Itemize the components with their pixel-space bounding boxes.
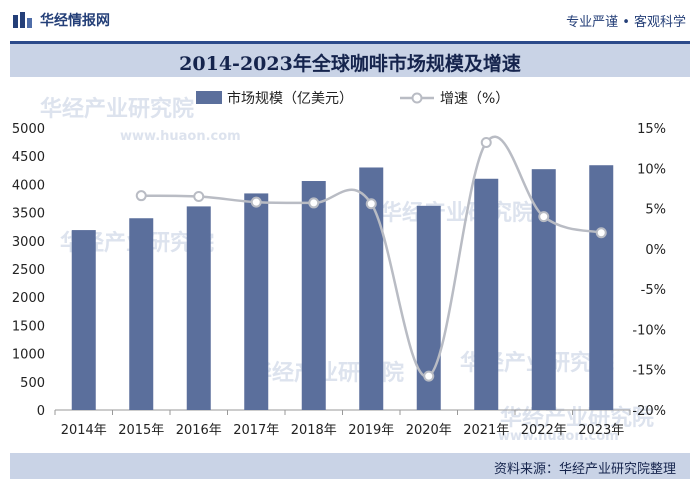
x-tick-label: 2014年 [61,423,107,438]
axes: 0 500 1000 1500 2000 2500 3000 3500 4000 4500 5000… [12,122,666,438]
y-left-tick-label: 500 [20,376,45,391]
footer-bar: 资料来源：华经产业研究院整理 [10,453,690,479]
line-series [135,135,607,382]
bar [589,165,614,410]
y-left-tick-label: 4500 [12,150,45,165]
y-left-tick-label: 5000 [12,122,45,137]
y-left-tick-label: 1000 [12,348,45,363]
y-left-tick-label: 4000 [12,178,45,193]
growth-point [595,227,607,239]
watermark-url: www.huaon.com [120,129,241,144]
chart-title: 2014-2023年全球咖啡市场规模及增速 [179,53,521,75]
brand-name: 华经情报网 [40,13,110,29]
legend-label-line: 增速（%） [440,91,509,107]
bar [71,230,96,410]
y-left-tick-label: 2500 [12,263,45,278]
bar [531,169,556,410]
legend-label-bar: 市场规模（亿美元） [227,90,353,107]
x-tick-label: 2022年 [521,423,567,438]
y-left-tick-label: 0 [37,404,45,419]
y-right-tick-label: 5% [645,203,666,218]
growth-point [538,211,550,223]
growth-point [250,196,262,208]
watermark-text: 华经产业研究院 [500,405,654,431]
watermark-url: www.huaon.com [498,429,619,444]
brand: 华经情报网 [12,10,110,30]
x-tick-label: 2023年 [578,423,624,438]
y-right-tick-label: 0% [645,243,666,258]
y-right-tick-label: -10% [632,323,666,338]
chart: 华经产业研究院华经产业研究院华经产业研究院华经产业研究院华经产业研究院华经产业研… [12,90,666,444]
y-right-tick-label: 10% [637,162,666,177]
y-right-tick-label: -5% [641,283,666,298]
y-left-tick-label: 3500 [12,207,45,222]
x-tick-label: 2016年 [176,423,222,438]
growth-point [423,370,435,382]
x-tick-label: 2020年 [406,423,452,438]
growth-point [480,137,492,149]
watermark-text: 华经产业研究院 [40,96,194,122]
y-right-tick-label: -15% [632,364,666,379]
tagline: 专业严谨 • 客观科学 [566,15,686,30]
y-left-tick-label: 2000 [12,291,45,306]
x-tick-label: 2017年 [233,423,279,438]
title-bar: 2014-2023年全球咖啡市场规模及增速 [10,41,690,77]
bar [244,193,269,410]
growth-point [365,198,377,210]
bar [186,206,211,410]
x-tick-label: 2018年 [291,423,337,438]
top-bar: 华经情报网 专业严谨 • 客观科学 [0,0,700,38]
bar-logo-icon [13,12,32,28]
y-left-tick-label: 1500 [12,319,45,334]
bar [474,178,499,410]
watermark-text: 华经产业研究院 [380,200,534,226]
y-left-tick-label: 3000 [12,235,45,250]
x-tick-label: 2021年 [463,423,509,438]
growth-point [193,190,205,202]
x-tick-label: 2019年 [348,423,394,438]
growth-line [141,135,602,378]
legend-swatch-bar [196,91,222,104]
source-note: 资料来源：华经产业研究院整理 [493,462,676,477]
legend: 市场规模（亿美元） 增速（%） [196,90,509,107]
growth-point [308,197,320,209]
y-right-tick-label: -20% [632,404,666,419]
x-tick-label: 2015年 [118,423,164,438]
legend-swatch-marker [411,92,423,104]
bar [301,181,326,410]
growth-point [135,190,147,202]
bar-series [71,165,614,410]
bar [129,218,154,410]
y-right-tick-label: 15% [637,122,666,137]
